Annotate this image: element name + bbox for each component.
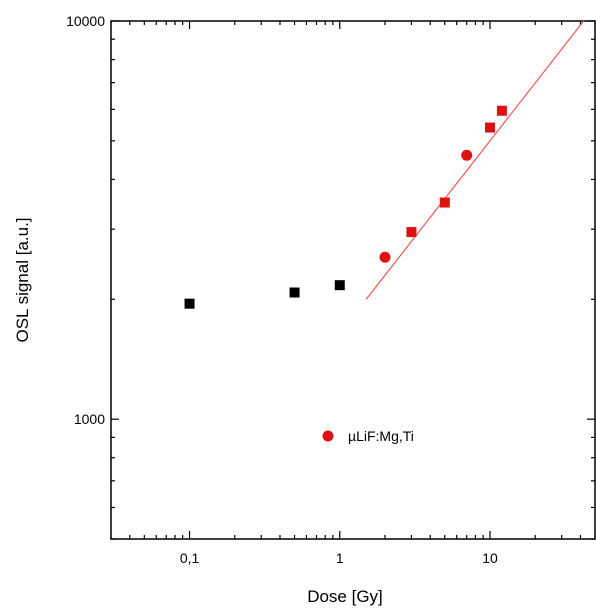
- plot-frame: [110, 20, 596, 540]
- legend-label: µLiF:Mg,Ti: [348, 428, 414, 444]
- data-point-square: [289, 287, 300, 298]
- data-point-square: [406, 227, 417, 238]
- data-point-square: [184, 298, 195, 309]
- data-point-square: [439, 197, 450, 208]
- data-point-square: [496, 105, 507, 116]
- legend-marker-circle: [322, 430, 334, 442]
- x-tick-label: 1: [336, 550, 344, 566]
- y-tick-label: 10000: [66, 13, 105, 29]
- y-axis-title: OSL signal [a.u.]: [13, 217, 32, 342]
- tick-labels: 0,1 1 10 1000 10000: [66, 13, 498, 566]
- y-tick-label: 1000: [74, 411, 105, 427]
- data-point-circle: [379, 251, 391, 263]
- data-point-circle: [461, 149, 473, 161]
- fit-line-group: [365, 20, 585, 300]
- axis-ticks: [110, 20, 596, 540]
- fit-line: [365, 20, 585, 300]
- x-tick-label: 10: [482, 550, 498, 566]
- data-point-square: [334, 280, 345, 291]
- x-tick-label: 0,1: [180, 550, 200, 566]
- legend: µLiF:Mg,Ti: [322, 428, 414, 444]
- x-axis-title: Dose [Gy]: [307, 587, 383, 606]
- data-points: [184, 105, 507, 309]
- data-point-square: [484, 122, 495, 133]
